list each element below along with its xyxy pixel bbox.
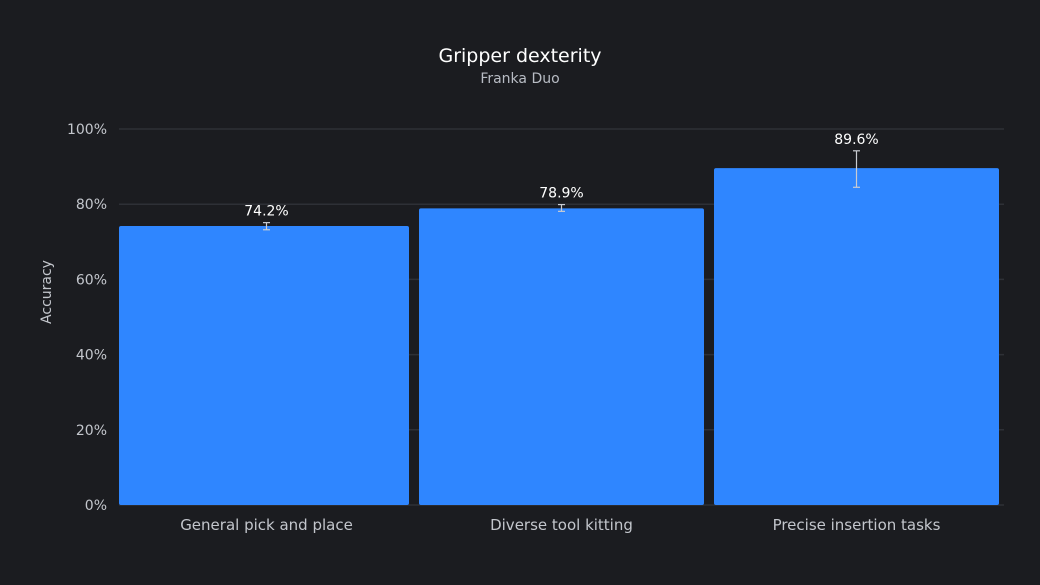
y-axis-ticks: 0% 20% 40% 60% 80% 100% — [67, 122, 107, 514]
x-tick-label: Diverse tool kitting — [490, 516, 633, 534]
y-tick-label: 0% — [85, 498, 107, 514]
x-axis-labels: General pick and place Diverse tool kitti… — [180, 516, 940, 534]
chart-subtitle: Franka Duo — [480, 71, 559, 87]
data-labels: 74.2% 78.9% 89.6% — [244, 132, 878, 220]
y-tick-label: 60% — [76, 272, 107, 288]
x-tick-label: Precise insertion tasks — [773, 516, 941, 534]
y-tick-label: 20% — [76, 423, 107, 439]
bar — [714, 168, 999, 505]
x-tick-label: General pick and place — [180, 516, 353, 534]
y-axis-title: Accuracy — [39, 260, 55, 324]
y-tick-label: 80% — [76, 197, 107, 213]
chart-title: Gripper dexterity — [438, 45, 601, 67]
bar — [419, 208, 704, 505]
data-label: 74.2% — [244, 204, 288, 220]
bar — [119, 226, 409, 505]
y-tick-label: 40% — [76, 348, 107, 364]
data-label: 78.9% — [539, 186, 583, 202]
data-label: 89.6% — [834, 132, 878, 148]
bars — [119, 168, 999, 505]
y-tick-label: 100% — [67, 122, 107, 138]
error-bars — [263, 150, 860, 231]
